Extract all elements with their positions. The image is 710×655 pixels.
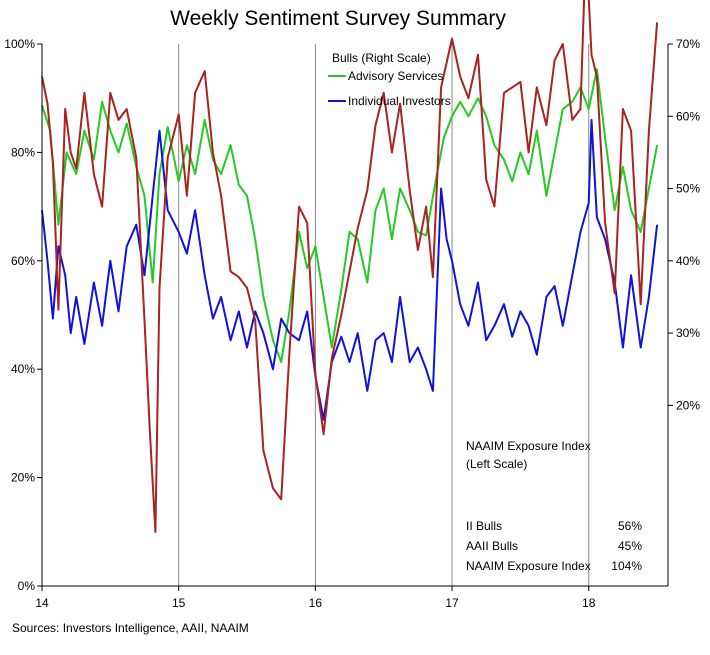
legend: Bulls (Right Scale) Advisory Services In…: [328, 51, 451, 108]
naaim-annotation: NAAIM Exposure Index (Left Scale): [466, 439, 591, 471]
right-tick-label: 20%: [676, 398, 700, 412]
latest-value-naaim: 104%: [611, 559, 642, 573]
chart-title: Weekly Sentiment Survey Summary: [170, 7, 506, 30]
tick-labels: 14 15 16 17 18 0% 20% 40% 60% 80% 100% 20% 30% 40% 50%…: [4, 37, 700, 610]
series-line-individual-investors: [41, 118, 659, 421]
naaim-label-line1: NAAIM Exposure Index: [466, 439, 591, 453]
series-line-naaim-exposure-index: [41, 0, 659, 533]
latest-label-ii: II Bulls: [466, 519, 502, 533]
left-tick-label: 40%: [11, 362, 35, 376]
latest-label-aaii: AAII Bulls: [466, 539, 518, 553]
left-tick-label: 100%: [4, 37, 35, 51]
left-tick-label: 0%: [18, 579, 36, 593]
right-tick-label: 40%: [676, 254, 700, 268]
legend-label-individual: Individual Investors: [348, 94, 451, 108]
legend-title: Bulls (Right Scale): [332, 51, 431, 65]
source-note: Sources: Investors Intelligence, AAII, N…: [12, 621, 249, 635]
legend-label-advisory: Advisory Services: [348, 69, 443, 83]
x-tick-label: 17: [445, 596, 459, 610]
latest-value-ii: 56%: [618, 519, 642, 533]
series-lines: [41, 0, 659, 533]
right-tick-label: 60%: [676, 109, 700, 123]
series-line-advisory-services: [41, 68, 659, 363]
x-tick-label: 15: [172, 596, 186, 610]
axes: [37, 43, 673, 591]
x-tick-label: 18: [582, 596, 596, 610]
vertical-gridlines: [178, 44, 590, 586]
left-tick-label: 20%: [11, 471, 35, 485]
x-tick-label: 14: [35, 596, 49, 610]
left-tick-label: 60%: [11, 254, 35, 268]
left-tick-label: 80%: [11, 145, 35, 159]
x-tick-label: 16: [309, 596, 323, 610]
latest-values-box: II Bulls 56% AAII Bulls 45% NAAIM Exposu…: [466, 519, 642, 573]
right-tick-label: 50%: [676, 182, 700, 196]
naaim-label-line2: (Left Scale): [466, 457, 527, 471]
right-tick-label: 30%: [676, 326, 700, 340]
latest-value-aaii: 45%: [618, 539, 642, 553]
right-tick-label: 70%: [676, 37, 700, 51]
latest-label-naaim: NAAIM Exposure Index: [466, 559, 591, 573]
